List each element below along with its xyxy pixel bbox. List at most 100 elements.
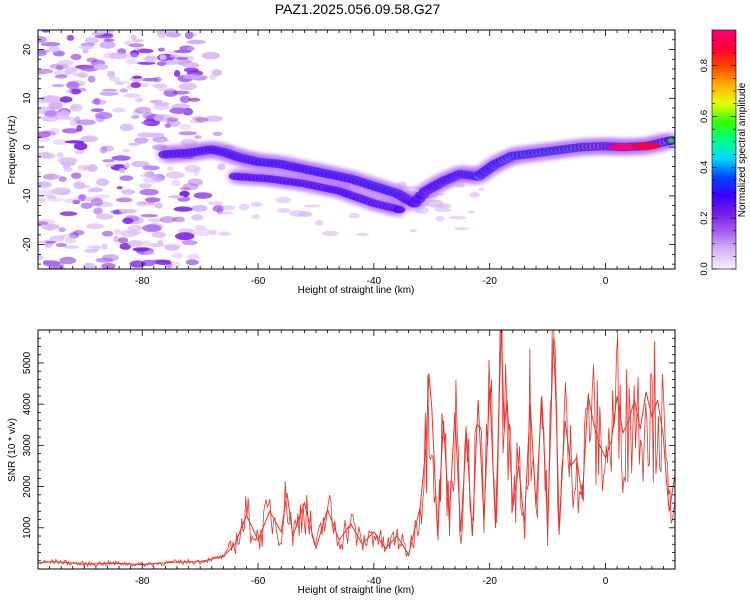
noise-blob [297,210,312,217]
noise-blob [80,135,99,143]
noise-blob [137,48,154,54]
noise-blob [48,45,60,53]
noise-blob [105,163,115,168]
colorbar-tick-label: 0.6 [699,110,710,123]
noise-blob [185,259,199,266]
noise-blob [187,46,195,52]
ridge-peak [608,143,637,151]
noise-blob [182,183,199,191]
noise-blob [132,75,143,79]
noise-blob [409,229,417,233]
noise-blob [209,74,217,80]
noise-blob [129,50,139,58]
noise-blob [84,248,99,253]
noise-blob [89,187,103,193]
ridge-peak [632,142,660,150]
noise-blob [448,216,467,220]
noise-blob [138,183,152,189]
noise-blob [83,262,95,269]
noise-blob [58,109,70,118]
noise-blob [38,181,52,189]
noise-blob [174,59,188,66]
noise-blob [152,76,162,83]
noise-blob [95,213,114,220]
chart-title: PAZ1.2025.056.09.58.G27 [274,1,441,17]
noise-blob [96,178,109,187]
noise-blob [184,55,195,61]
snr-series-line [38,330,675,566]
noise-blob [134,106,152,114]
noise-blob [38,171,42,176]
noise-blob [143,250,156,256]
noise-blob [165,31,181,38]
noise-blob [157,47,165,52]
noise-blob [54,74,68,79]
noise-blob [127,225,144,232]
noise-blob [170,30,178,34]
x-tick-label: 0 [603,576,609,587]
noise-blob [180,186,191,191]
noise-blob [59,211,78,216]
snr-noise-trace [38,330,675,568]
noise-blob [69,119,78,127]
noise-blob [65,66,78,74]
noise-blob [164,123,172,128]
noise-blob [74,149,85,155]
noise-blob [157,240,164,245]
noise-blob [144,197,161,203]
colorbar-frame [711,29,737,270]
noise-blob [128,43,144,48]
noise-blob [123,162,130,169]
noise-blob [141,240,152,247]
noise-blob [40,95,61,103]
noise-blob [63,167,73,172]
noise-blob [131,115,140,119]
noise-blob [218,231,231,236]
y-tick-label: 1000 [22,516,33,539]
noise-blob [113,80,131,85]
noise-blob [166,117,179,122]
noise-blob [52,139,67,146]
noise-blob [139,188,159,196]
noise-blob [80,184,91,189]
noise-blob [73,142,88,151]
noise-blob [142,112,156,120]
noise-blob [47,131,56,136]
noise-blob [70,53,82,61]
noise-blob [159,54,167,61]
noise-blob [66,89,73,94]
noise-blob [111,155,131,161]
y-tick-label: 0 [22,144,33,150]
x-tick-label: -40 [367,576,382,587]
y-tick-label: -10 [22,188,33,203]
noise-blob [127,240,144,247]
noise-blob [177,215,186,224]
noise-blob [99,146,108,154]
noise-blob [48,101,63,110]
noise-blob [139,173,160,178]
noise-blob [87,75,96,83]
spectrogram-y-axis: -20 -10 0 10 20 [22,29,675,265]
noise-blob [142,224,162,233]
spectrogram-y-label: Frequency (Hz) [7,116,18,185]
noise-blob [217,211,234,215]
noise-blob [58,157,77,164]
noise-blob [163,60,178,65]
noise-blob [38,50,47,57]
noise-blob [143,176,163,184]
noise-blob [95,257,114,263]
noise-blob [201,51,221,60]
noise-blob [71,105,78,109]
colorbar-tick-label: 0.2 [699,212,710,225]
noise-blob [55,64,64,71]
noise-blob [120,229,138,238]
colorbar-tick-label: 0.8 [699,59,710,72]
noise-blob [38,137,51,142]
noise-blob [93,207,103,215]
noise-blob [38,189,55,197]
noise-blob [59,96,73,103]
noise-blob [49,235,65,242]
noise-blob [157,87,177,92]
noise-blob [165,171,185,179]
noise-blob [107,30,115,34]
